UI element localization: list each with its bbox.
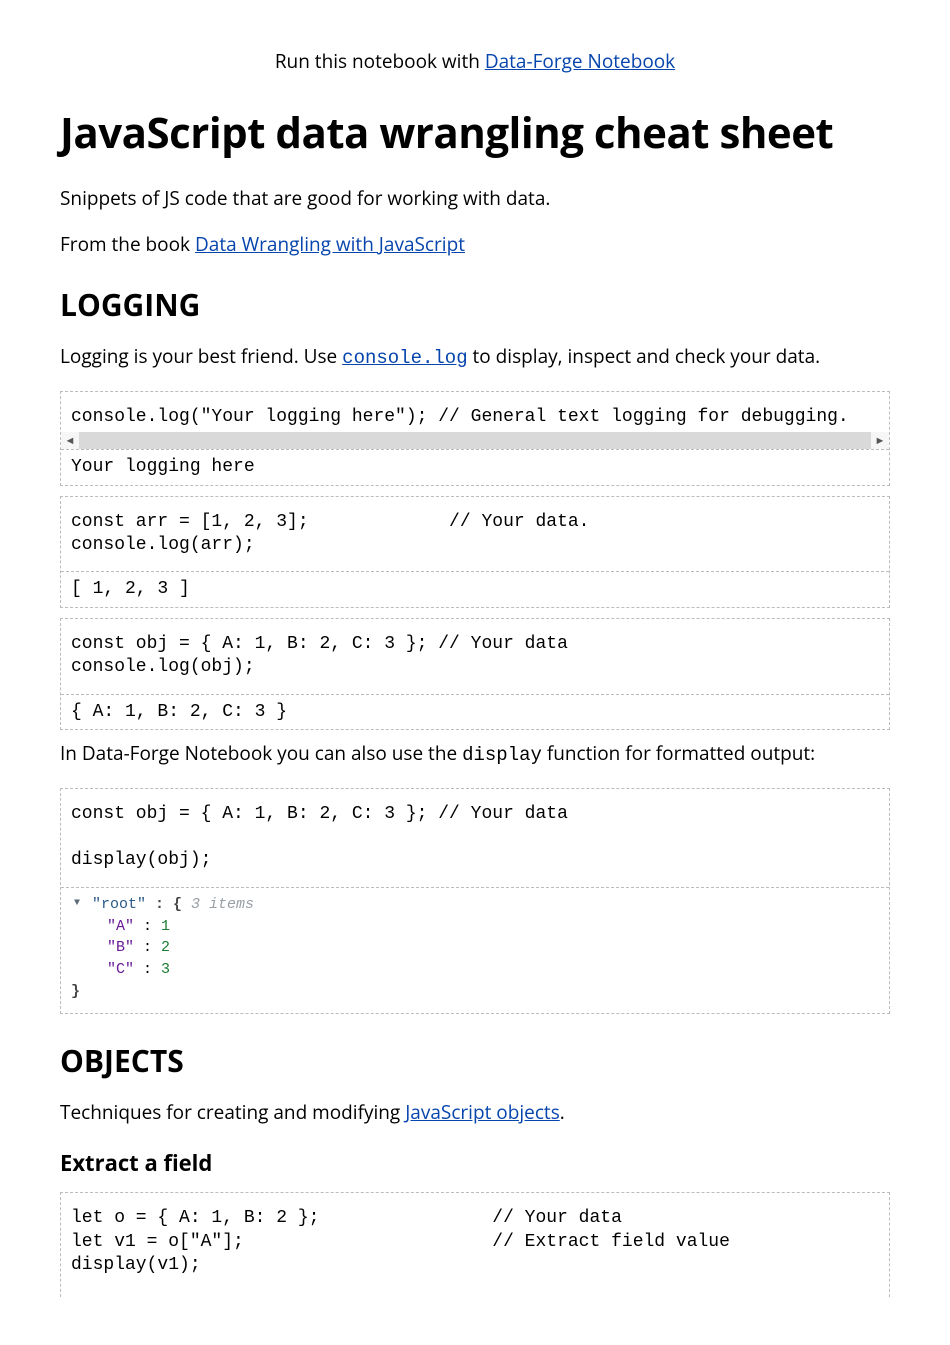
intro-1: Snippets of JS code that are good for wo… xyxy=(60,185,890,213)
code-block: const arr = [1, 2, 3]; // Your data. con… xyxy=(61,497,889,572)
code-block: const obj = { A: 1, B: 2, C: 3 }; // You… xyxy=(61,789,889,887)
page: Run this notebook with Data-Forge Notebo… xyxy=(0,0,950,1297)
tree-val: 3 xyxy=(161,961,170,978)
tree-key: "C" xyxy=(107,961,134,978)
objects-intro: Techniques for creating and modifying Ja… xyxy=(60,1099,890,1127)
output-block: { A: 1, B: 2, C: 3 } xyxy=(61,694,889,730)
logging-intro: Logging is your best friend. Use console… xyxy=(60,343,890,373)
console-log-link[interactable]: console.log xyxy=(342,347,467,369)
code-block: const obj = { A: 1, B: 2, C: 3 }; // You… xyxy=(61,619,889,694)
scrollbar-left-icon[interactable]: ◄ xyxy=(61,432,79,449)
book-link[interactable]: Data Wrangling with JavaScript xyxy=(195,231,465,257)
code-block: let o = { A: 1, B: 2 }; // Your data let… xyxy=(61,1193,889,1297)
logging-intro-post: to display, inspect and check your data. xyxy=(468,343,821,369)
code-cell: const obj = { A: 1, B: 2, C: 3 }; // You… xyxy=(60,618,890,730)
code-cell: let o = { A: 1, B: 2 }; // Your data let… xyxy=(60,1192,890,1297)
page-title: JavaScript data wrangling cheat sheet xyxy=(60,104,890,161)
subsection-extract-field-heading: Extract a field xyxy=(60,1148,890,1178)
scrollbar-right-icon[interactable]: ► xyxy=(871,432,889,449)
code-cell: const obj = { A: 1, B: 2, C: 3 }; // You… xyxy=(60,788,890,1014)
tree-root-label: "root" xyxy=(92,896,146,913)
tree-item: "B" : 2 xyxy=(71,937,879,959)
tree-val: 1 xyxy=(161,918,170,935)
disclose-triangle-icon[interactable]: ▼ xyxy=(71,897,83,912)
tree-item: "A" : 1 xyxy=(71,916,879,938)
tree-val: 2 xyxy=(161,939,170,956)
tree-key: "B" xyxy=(107,939,134,956)
data-forge-notebook-link[interactable]: Data-Forge Notebook xyxy=(485,48,675,74)
output-block: Your logging here xyxy=(61,449,889,485)
intro-2: From the book Data Wrangling with JavaSc… xyxy=(60,231,890,259)
tree-item: "C" : 3 xyxy=(71,959,879,981)
objects-intro-post: . xyxy=(560,1099,565,1125)
display-para: In Data-Forge Notebook you can also use … xyxy=(60,740,890,770)
top-line: Run this notebook with Data-Forge Notebo… xyxy=(60,48,890,74)
tree-root-meta: 3 items xyxy=(182,896,254,913)
section-logging-heading: LOGGING xyxy=(60,284,890,325)
code-block: console.log("Your logging here"); // Gen… xyxy=(61,392,889,431)
tree-output: ▼ "root" : { 3 items "A" : 1 "B" : 2 "C"… xyxy=(61,887,889,1013)
code-cell: console.log("Your logging here"); // Gen… xyxy=(60,391,890,486)
code-cell: const arr = [1, 2, 3]; // Your data. con… xyxy=(60,496,890,608)
intro-2-prefix: From the book xyxy=(60,231,195,257)
display-para-post: function for formatted output: xyxy=(542,740,815,766)
section-objects-heading: OBJECTS xyxy=(60,1040,890,1081)
topline-prefix: Run this notebook with xyxy=(275,48,485,74)
output-block: [ 1, 2, 3 ] xyxy=(61,571,889,607)
tree-key: "A" xyxy=(107,918,134,935)
scrollbar-track[interactable] xyxy=(79,432,871,449)
horizontal-scrollbar[interactable]: ◄ ► xyxy=(61,431,889,449)
javascript-objects-link[interactable]: JavaScript objects xyxy=(405,1099,560,1125)
objects-intro-pre: Techniques for creating and modifying xyxy=(60,1099,405,1125)
tree-close: } xyxy=(71,981,879,1003)
display-para-pre: In Data-Forge Notebook you can also use … xyxy=(60,740,462,766)
tree-root-open: : { xyxy=(146,896,182,913)
logging-intro-pre: Logging is your best friend. Use xyxy=(60,343,342,369)
tree-root-line[interactable]: ▼ "root" : { 3 items xyxy=(71,894,879,916)
display-inline-code: display xyxy=(462,744,542,766)
